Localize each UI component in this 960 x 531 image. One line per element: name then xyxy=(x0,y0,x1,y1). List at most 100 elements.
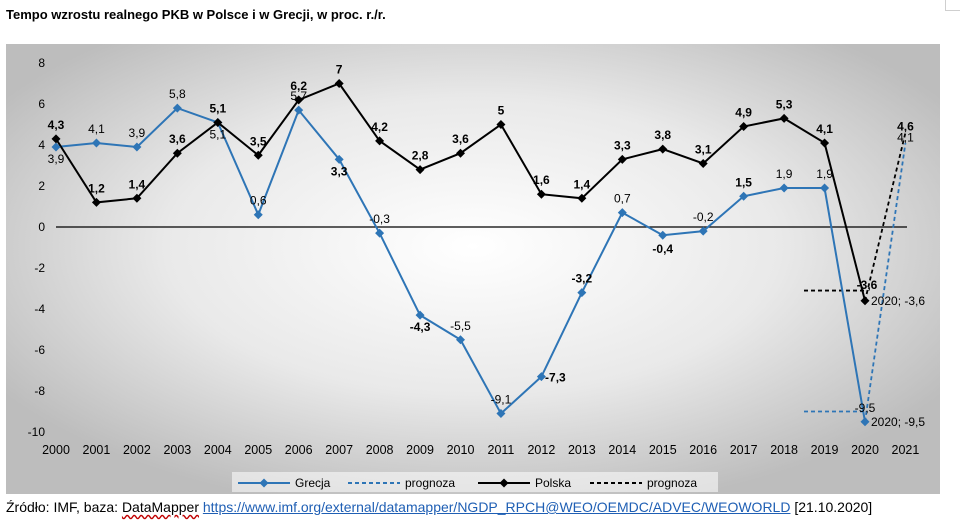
polska-point xyxy=(213,117,223,127)
legend-item: Polska xyxy=(478,476,571,490)
polska-point xyxy=(820,138,830,148)
grecja-data-label: -0,4 xyxy=(652,242,673,256)
source-date: [21.10.2020] xyxy=(794,499,873,515)
legend-label: Grecja xyxy=(295,476,331,490)
x-tick-label: 2008 xyxy=(366,443,394,457)
grecja-point xyxy=(294,105,304,115)
polska-point xyxy=(172,148,182,158)
x-tick-label: 2019 xyxy=(811,443,839,457)
x-tick-label: 2012 xyxy=(527,443,555,457)
polska-point xyxy=(739,122,749,132)
grecja-point xyxy=(536,372,546,382)
polska-data-label: 1,6 xyxy=(533,173,550,187)
y-tick-label: 8 xyxy=(38,56,45,70)
polska-forecast-label: 4,6 xyxy=(897,120,914,134)
x-tick-label: 2020 xyxy=(851,443,879,457)
y-tick-label: -10 xyxy=(28,425,46,439)
polska-data-label: -3,6 xyxy=(857,278,878,292)
polska-point xyxy=(617,154,627,164)
polska-data-label: 5,3 xyxy=(776,97,793,111)
y-tick-label: -2 xyxy=(34,261,45,275)
chart-background xyxy=(6,44,940,494)
x-tick-label: 2005 xyxy=(244,443,272,457)
x-tick-label: 2001 xyxy=(83,443,111,457)
grecja-point xyxy=(496,409,506,419)
polska-forecast-line xyxy=(864,132,907,302)
x-tick-label: 2013 xyxy=(568,443,596,457)
x-tick-label: 2011 xyxy=(488,443,515,457)
page-title: Tempo wzrostu realnego PKB w Polsce i w … xyxy=(6,7,386,22)
annotation-grecja-2020: 2020; -9,5 xyxy=(871,415,925,429)
grecja-point xyxy=(334,154,344,164)
x-tick-label: 2014 xyxy=(608,443,636,457)
polska-data-label: 5,1 xyxy=(209,101,226,115)
polska-data-label: 2,8 xyxy=(412,149,429,163)
legend-label: prognoza xyxy=(405,476,455,490)
polska-data-label: 3,8 xyxy=(654,128,671,142)
grecja-point xyxy=(658,230,668,240)
polska-point xyxy=(253,150,263,160)
grecja-data-label: 3,9 xyxy=(48,152,65,166)
grecja-point xyxy=(456,335,465,345)
x-tick-label: 2006 xyxy=(285,443,313,457)
polska-point xyxy=(536,189,546,199)
y-tick-label: 2 xyxy=(38,179,45,193)
legend-marker xyxy=(259,478,269,488)
polska-data-label: 3,3 xyxy=(614,138,631,152)
grecja-data-label: -0,3 xyxy=(369,212,390,226)
polska-data-label: 4,9 xyxy=(735,106,752,120)
grecja-point xyxy=(91,138,101,148)
source-line: Źródło: IMF, baza: DataMapper https://ww… xyxy=(6,499,872,515)
y-tick-label: 4 xyxy=(38,138,45,152)
polska-data-label: 3,6 xyxy=(169,132,186,146)
grecja-data-label: -5,5 xyxy=(450,319,471,333)
x-tick-label: 2003 xyxy=(163,443,191,457)
grecja-data-label: 0,7 xyxy=(614,192,631,206)
polska-data-label: 1,2 xyxy=(88,181,105,195)
grecja-data-label: -4,3 xyxy=(410,320,431,334)
x-tick-label: 2007 xyxy=(325,443,353,457)
polska-data-label: 7 xyxy=(336,63,343,77)
grecja-point xyxy=(860,417,870,427)
y-tick-label: -4 xyxy=(34,302,45,316)
x-tick-label: 2010 xyxy=(447,443,475,457)
polska-point xyxy=(415,165,425,175)
grecja-data-label: 3,3 xyxy=(331,164,348,178)
x-tick-label: 2004 xyxy=(204,443,232,457)
polska-point xyxy=(658,144,668,154)
y-tick-label: 6 xyxy=(38,97,45,111)
legend-box xyxy=(232,472,718,492)
legend-item: prognoza xyxy=(590,476,697,490)
grecja-point xyxy=(577,288,587,298)
grecja-point xyxy=(51,142,61,152)
x-tick-label: 2021 xyxy=(892,443,920,457)
source-link[interactable]: https://www.imf.org/external/datamapper/… xyxy=(202,499,791,515)
polska-data-label: 3,5 xyxy=(250,134,267,148)
polska-point xyxy=(456,148,465,158)
legend-item: Grecja xyxy=(238,476,331,490)
polska-data-label: 5 xyxy=(498,104,505,118)
polska-point xyxy=(496,120,506,129)
y-tick-label: -6 xyxy=(34,343,45,357)
legend-marker xyxy=(499,478,509,488)
polska-data-label: 1,4 xyxy=(574,177,591,191)
polska-point xyxy=(91,197,101,207)
polska-point xyxy=(698,158,708,168)
grecja-data-label: 1,9 xyxy=(816,167,833,181)
y-tick-label: 0 xyxy=(38,220,45,234)
polska-point xyxy=(860,296,870,306)
grecja-data-label: 5,1 xyxy=(209,127,226,141)
window-corner-mark xyxy=(945,0,960,11)
grecja-data-label: 1,5 xyxy=(735,175,752,189)
grecja-data-label: -9,5 xyxy=(855,401,876,415)
grecja-data-label: 0,6 xyxy=(250,194,267,208)
x-tick-label: 2015 xyxy=(649,443,677,457)
polska-data-label: 6,2 xyxy=(290,79,307,93)
polska-data-label: 4,1 xyxy=(816,122,833,136)
grecja-point xyxy=(375,228,385,238)
x-tick-label: 2000 xyxy=(42,443,70,457)
grecja-point xyxy=(253,210,263,220)
source-prefix: Źródło: IMF, baza: xyxy=(6,499,122,515)
polska-point xyxy=(577,193,587,203)
polska-point xyxy=(132,193,142,203)
